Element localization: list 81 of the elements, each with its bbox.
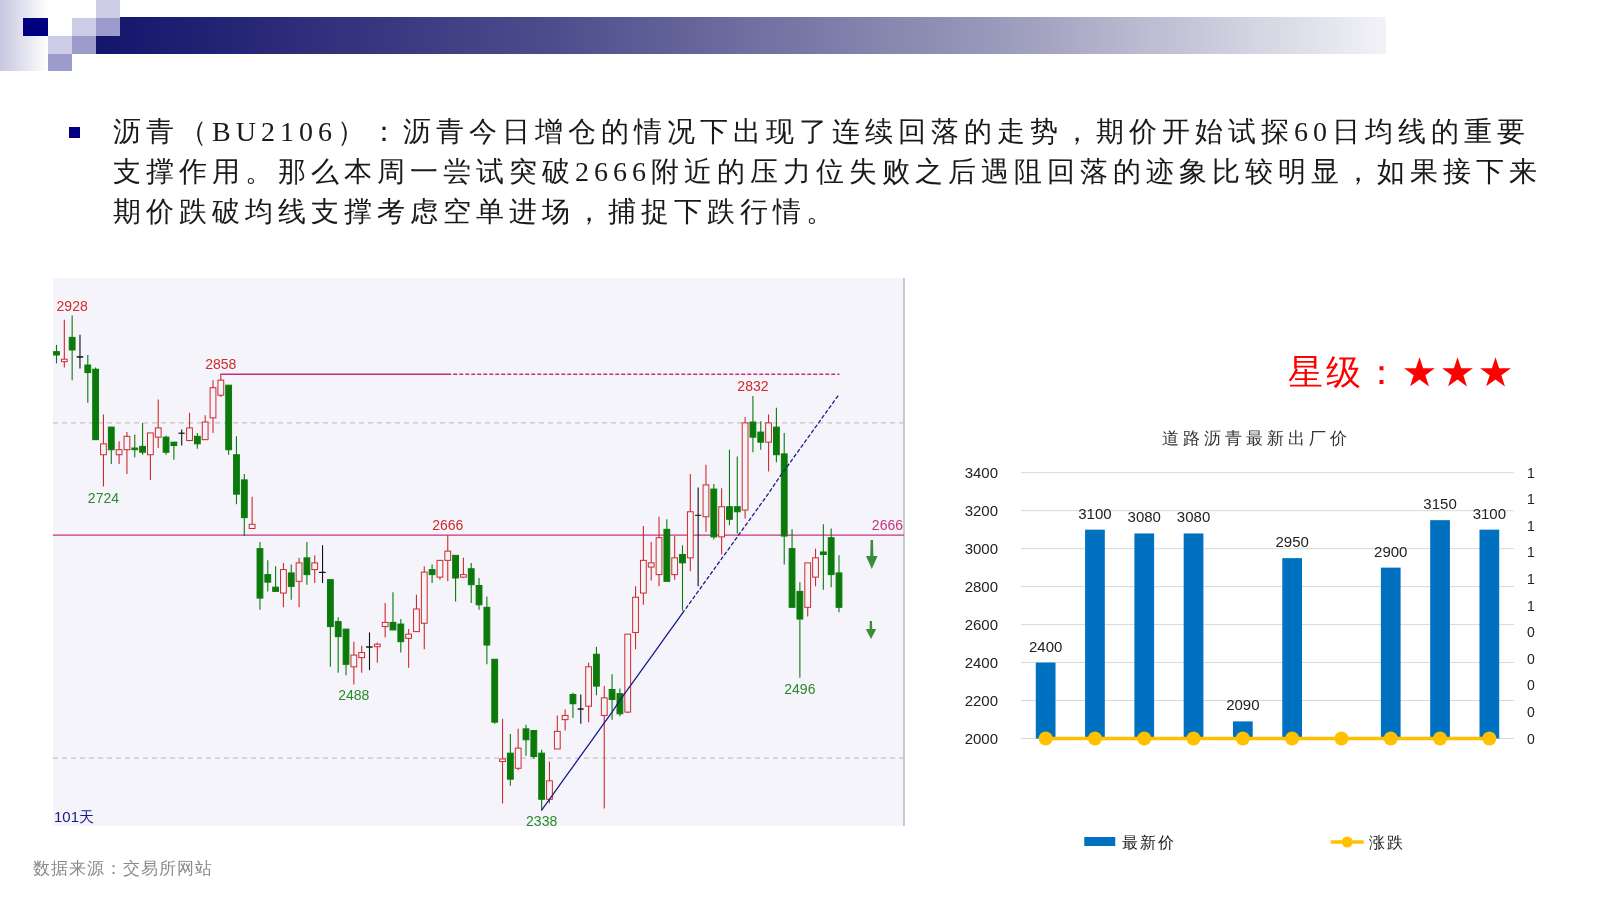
candlestick xyxy=(577,693,584,725)
annotation: 2724 xyxy=(87,489,120,506)
y-tick-label: 2800 xyxy=(964,577,998,595)
data-label: 3080 xyxy=(1176,508,1211,526)
candlestick xyxy=(373,641,381,664)
annotation: 2338 xyxy=(526,813,558,830)
candlestick xyxy=(475,577,483,611)
y2-tick-label: 1 xyxy=(1527,464,1535,481)
y2-tick-label: 0 xyxy=(1527,677,1535,694)
annotation: 101天 xyxy=(54,808,95,825)
candlestick xyxy=(405,628,413,669)
y-tick-label: 2600 xyxy=(964,615,998,633)
candlestick xyxy=(694,486,702,587)
data-label: 3080 xyxy=(1127,508,1161,526)
annotation: 2488 xyxy=(338,687,370,704)
legend-label: 涨跌 xyxy=(1368,833,1405,852)
candlestick xyxy=(600,685,608,810)
candlestick xyxy=(248,496,256,530)
y-tick-label: 2400 xyxy=(964,653,998,671)
candlestick xyxy=(280,562,287,608)
candlestick xyxy=(514,728,522,771)
y-tick-label: 2200 xyxy=(964,691,998,709)
candlestick xyxy=(100,413,107,488)
y-tick-label: 2000 xyxy=(964,729,998,747)
data-label: 3100 xyxy=(1472,504,1507,522)
candlestick xyxy=(311,554,319,584)
candlestick xyxy=(201,414,209,441)
candlestick xyxy=(671,535,679,581)
data-label: 3150 xyxy=(1423,495,1457,513)
candlestick xyxy=(679,544,686,612)
y2-tick-label: 0 xyxy=(1527,650,1535,667)
candlestick xyxy=(303,541,311,586)
y2-tick-label: 0 xyxy=(1527,730,1535,747)
candlestick xyxy=(186,412,193,442)
candlestick xyxy=(76,334,84,369)
text: 星级：★★★ xyxy=(1288,352,1516,392)
y-tick-label: 3200 xyxy=(964,501,998,519)
candlestick xyxy=(569,692,577,719)
candlestick xyxy=(460,557,467,579)
data-label: 2950 xyxy=(1275,533,1309,551)
y2-tick-label: 1 xyxy=(1527,597,1535,614)
y-tick-label: 3000 xyxy=(964,539,998,557)
candlestick xyxy=(561,709,569,732)
y2-tick-label: 1 xyxy=(1527,571,1535,588)
data-label: 2400 xyxy=(1028,637,1063,655)
candlestick xyxy=(366,631,373,671)
annotation: 2496 xyxy=(784,680,816,697)
candlestick xyxy=(53,344,60,364)
chart-title: 沥青（BU2106）：沥青今日增仓的情况下出现了连续回落的走势，期价开始试探60日均线的重要支撑作用。那么本周一尝试突破2666附近的压力位失败之后遇阻回落的迹象比较明显，如果接下来期价跌破均线支撑考虑空单进场，捕捉下跌行情。 xyxy=(113,116,1542,227)
candlestick xyxy=(546,761,553,805)
candlestick xyxy=(60,319,68,369)
y2-tick-label: 0 xyxy=(1527,624,1535,641)
y2-tick-label: 0 xyxy=(1527,703,1535,720)
candlestick xyxy=(319,544,326,584)
candlestick xyxy=(107,426,115,465)
legend-label: 最新价 xyxy=(1122,833,1177,852)
candlestick xyxy=(467,562,475,604)
chart-title: 道路沥青最新出厂价 xyxy=(1161,428,1351,448)
y2-tick-label: 1 xyxy=(1527,517,1535,534)
data-label: 3100 xyxy=(1078,504,1112,522)
y2-tick-label: 1 xyxy=(1527,544,1535,561)
candlestick xyxy=(272,565,279,592)
candlestick xyxy=(765,413,772,473)
annotation: 2858 xyxy=(205,356,237,373)
candlestick xyxy=(499,718,506,805)
candlestick xyxy=(553,714,561,750)
annotation: 2928 xyxy=(56,297,88,314)
ref-line-label: 2666 xyxy=(871,517,904,534)
candlestick xyxy=(452,554,459,602)
candlestick xyxy=(68,315,76,381)
annotation: 2666 xyxy=(432,517,464,534)
data-label: 2900 xyxy=(1374,542,1408,560)
y-tick-label: 3400 xyxy=(964,463,998,481)
candlestick xyxy=(428,564,436,584)
annotation: 2832 xyxy=(737,378,769,395)
candlestick xyxy=(295,557,303,608)
source-note: 数据来源：交易所网站 xyxy=(33,858,213,878)
y2-tick-label: 1 xyxy=(1527,491,1535,508)
candlestick xyxy=(287,564,295,601)
candlestick xyxy=(381,602,389,639)
data-label: 2090 xyxy=(1226,696,1260,714)
